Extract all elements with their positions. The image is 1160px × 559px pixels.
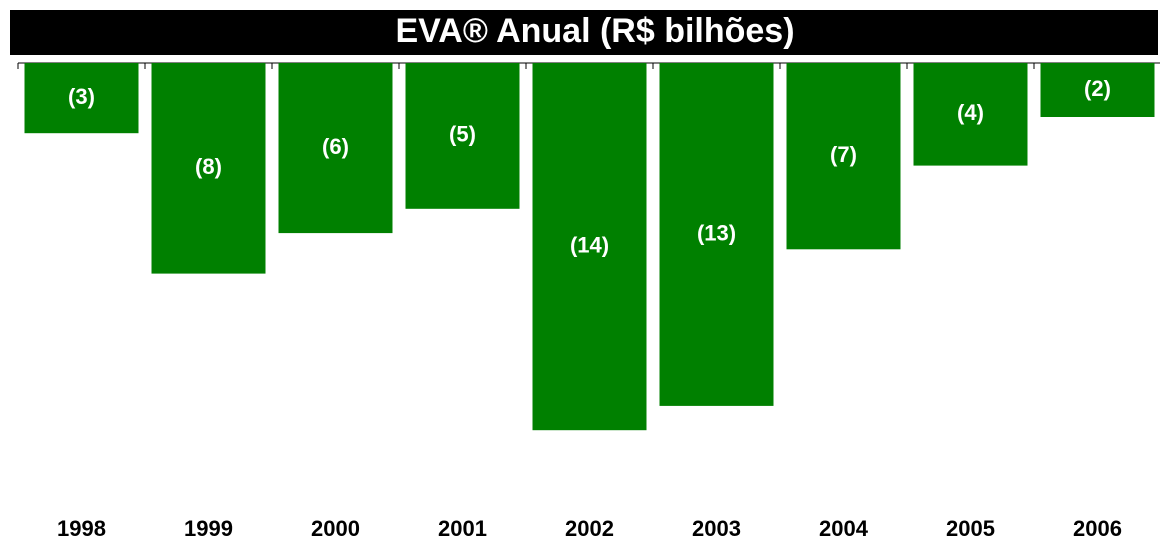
bar xyxy=(24,63,139,134)
bar xyxy=(1040,63,1155,117)
bar xyxy=(278,63,393,234)
x-tick-label: 1999 xyxy=(184,516,233,541)
value-label: (8) xyxy=(195,154,222,179)
value-label: (13) xyxy=(697,220,736,245)
title-bar xyxy=(10,10,1158,55)
bar xyxy=(913,63,1028,166)
chart-title: EVA® Anual (R$ bilhões) xyxy=(395,12,794,50)
x-tick-label: 2002 xyxy=(565,516,614,541)
value-label: (14) xyxy=(570,232,609,257)
x-tick-label: 2003 xyxy=(692,516,741,541)
x-tick-label: 2001 xyxy=(438,516,487,541)
value-label: (3) xyxy=(68,84,95,109)
x-tick-label: 2006 xyxy=(1073,516,1122,541)
bar xyxy=(659,63,774,406)
bar xyxy=(151,63,266,274)
x-tick-label: 1998 xyxy=(57,516,106,541)
bar xyxy=(786,63,901,250)
x-tick-label: 2004 xyxy=(819,516,869,541)
x-tick-label: 2000 xyxy=(311,516,360,541)
bar xyxy=(405,63,520,209)
value-label: (2) xyxy=(1084,76,1111,101)
x-tick-label: 2005 xyxy=(946,516,995,541)
value-label: (5) xyxy=(449,122,476,147)
bar xyxy=(532,63,647,431)
value-label: (7) xyxy=(830,142,857,167)
value-label: (6) xyxy=(322,134,349,159)
value-label: (4) xyxy=(957,100,984,125)
